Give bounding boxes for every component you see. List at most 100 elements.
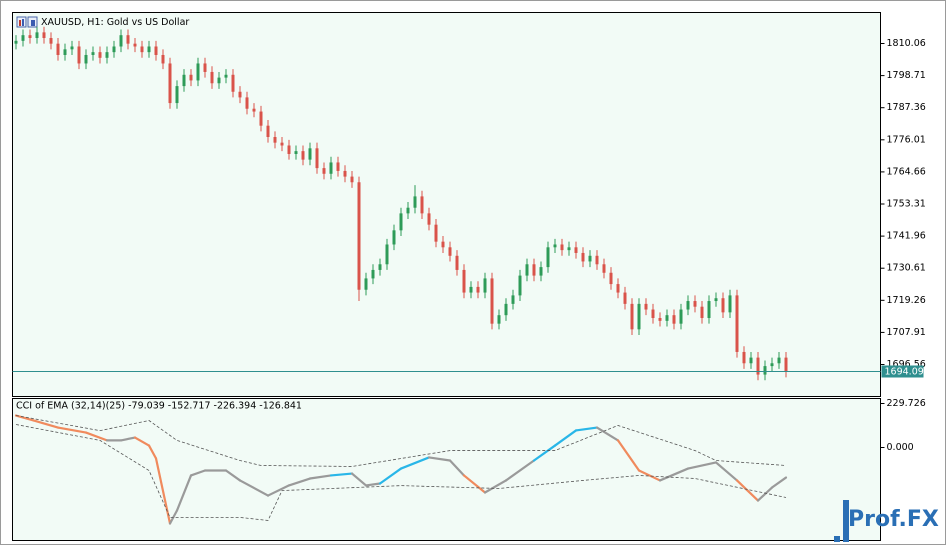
candle-body xyxy=(252,108,256,112)
y-tick-label: 1810.06 xyxy=(887,38,926,49)
candle-body xyxy=(539,267,543,276)
candle-body xyxy=(294,151,298,154)
candle-body xyxy=(182,74,186,87)
candle-body xyxy=(714,298,718,302)
indicator-line-segment xyxy=(364,482,382,487)
candle-body xyxy=(721,298,725,313)
candle-body xyxy=(203,63,207,72)
candle-body xyxy=(357,182,361,290)
candle-body xyxy=(630,303,634,330)
y-tick-label: 1719.26 xyxy=(887,295,926,306)
y-tick-label: 1696.56 xyxy=(887,359,926,370)
indicator-line-segment xyxy=(350,472,368,487)
candle-body xyxy=(196,63,200,81)
watermark: Prof.FX xyxy=(848,507,939,532)
indicator-line-segment xyxy=(637,469,662,482)
candle-body xyxy=(497,315,501,324)
candle-body xyxy=(399,213,403,231)
candle-body xyxy=(644,303,648,310)
candle-body xyxy=(651,309,655,319)
y-tick-label: 229.726 xyxy=(887,398,926,409)
candle-body xyxy=(707,301,711,319)
indicator-line-segment xyxy=(658,467,690,482)
candle-body xyxy=(784,357,788,372)
y-tick-label: 1776.01 xyxy=(887,134,926,145)
candle-body xyxy=(728,295,732,313)
candle-body xyxy=(315,148,319,169)
candle-body xyxy=(567,247,571,251)
candle-body xyxy=(609,272,613,285)
candle-body xyxy=(700,306,704,319)
symbol-icon xyxy=(16,16,38,28)
y-tick-label: 1707.91 xyxy=(887,327,926,338)
indicator-line-segment xyxy=(56,426,88,434)
candle-body xyxy=(308,148,312,160)
indicator-line-segment xyxy=(504,459,536,482)
indicator-title: CCI of EMA (32,14)(25) -79.039 -152.717 … xyxy=(16,401,302,412)
indicator-line-segment xyxy=(595,426,620,442)
candle-body xyxy=(742,351,746,364)
candle-body xyxy=(231,74,235,92)
indicator-line-segment xyxy=(399,456,431,470)
indicator-line-segment xyxy=(756,486,774,502)
candle-body xyxy=(175,86,179,104)
indicator-line-segment xyxy=(175,474,193,512)
candle-body xyxy=(469,286,473,293)
candle-body xyxy=(581,252,585,262)
candle-body xyxy=(763,366,767,375)
last-price-tag xyxy=(881,365,924,378)
candle-body xyxy=(777,357,781,364)
candle-body xyxy=(280,142,284,146)
candle-body xyxy=(133,43,137,47)
candle-body xyxy=(672,315,676,324)
candle-body xyxy=(301,151,305,160)
candle-body xyxy=(623,292,627,304)
candle-body xyxy=(91,52,95,55)
indicator-line-segment xyxy=(119,436,137,442)
candle-body xyxy=(588,255,592,262)
candle-body xyxy=(546,247,550,268)
candle-body xyxy=(161,54,165,64)
indicator-line-segment xyxy=(616,439,641,472)
candle-body xyxy=(238,91,242,98)
indicator-line-segment xyxy=(224,469,242,482)
candle-body xyxy=(224,74,228,78)
candle-body xyxy=(336,162,340,171)
candle-body xyxy=(147,46,151,53)
price-panel xyxy=(12,12,881,397)
indicator-line-segment xyxy=(686,461,718,470)
candle-body xyxy=(602,264,606,273)
candle-body xyxy=(658,318,662,321)
indicator-band xyxy=(15,415,787,467)
last-price-label: 1694.09 xyxy=(885,366,924,377)
candle-body xyxy=(42,32,46,39)
indicator-line-segment xyxy=(133,436,151,447)
indicator-line-segment xyxy=(462,474,487,494)
candle-body xyxy=(413,196,417,208)
indicator-line-segment xyxy=(266,484,291,497)
candle-body xyxy=(14,40,18,44)
candle-body xyxy=(63,49,67,55)
indicator-line-segment xyxy=(574,426,599,432)
candle-body xyxy=(686,301,690,310)
indicator-line-segment xyxy=(32,419,60,429)
indicator-line-segment xyxy=(483,479,508,494)
candle-body xyxy=(287,145,291,154)
candle-body xyxy=(364,278,368,290)
indicator-line-segment xyxy=(287,477,312,487)
candle-body xyxy=(434,224,438,242)
candle-body xyxy=(637,303,641,330)
indicator-line-segment xyxy=(448,459,466,477)
candle-body xyxy=(560,244,564,251)
candle-body xyxy=(119,35,123,47)
candle-body xyxy=(574,247,578,253)
candle-body xyxy=(126,35,130,44)
candle-body xyxy=(532,264,536,276)
candle-body xyxy=(350,176,354,183)
candle-body xyxy=(245,97,249,109)
y-tick-label: 1741.96 xyxy=(887,231,926,242)
indicator-line-segment xyxy=(532,444,557,462)
y-tick-label: 1787.36 xyxy=(887,102,926,113)
candle-body xyxy=(420,196,424,214)
